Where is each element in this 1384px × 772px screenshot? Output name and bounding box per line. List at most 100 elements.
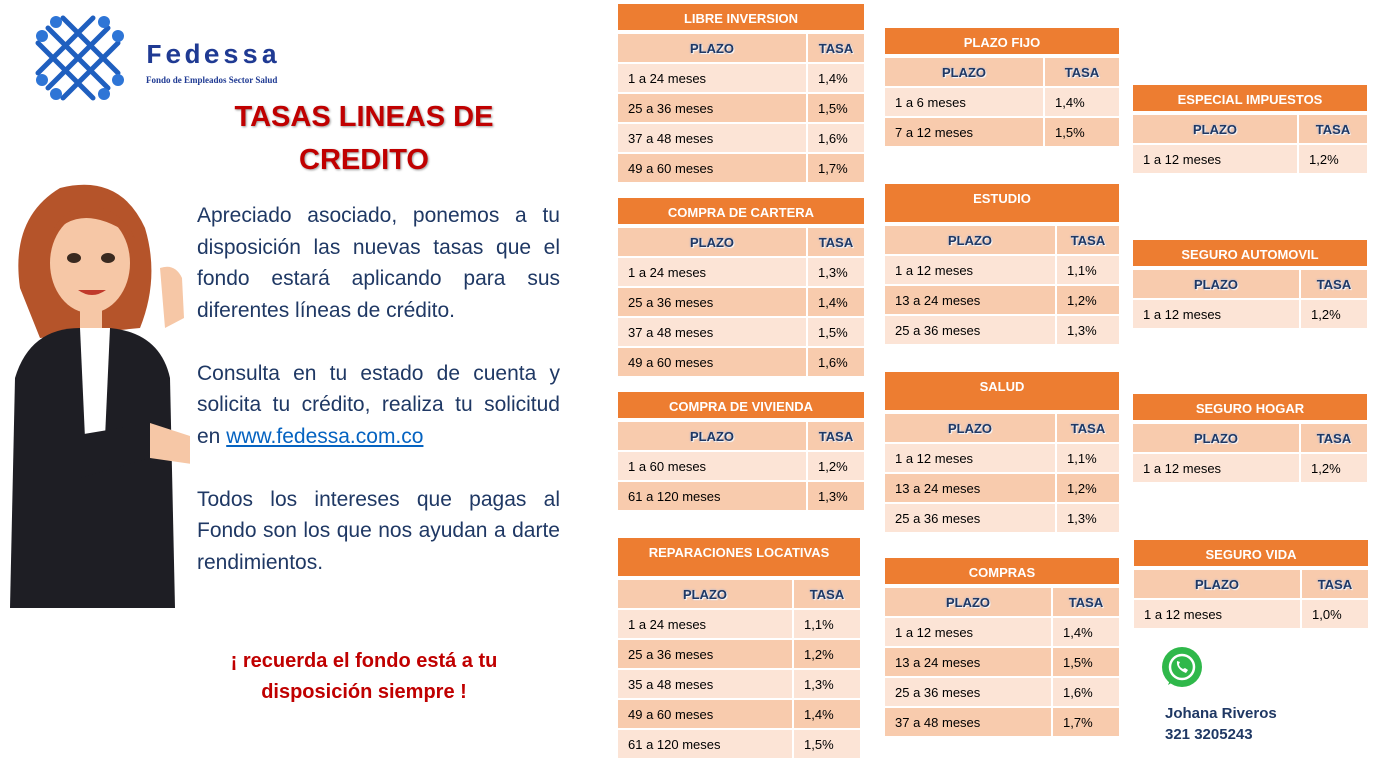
- paragraph-text: Apreciado asociado, ponemos a tu disposi…: [197, 204, 560, 322]
- column-header: PLAZO: [618, 580, 792, 608]
- table-cell: 25 a 36 meses: [618, 94, 806, 122]
- table-cell: 37 a 48 meses: [885, 708, 1051, 736]
- column-header: TASA: [1301, 270, 1367, 298]
- table-cell: 1,2%: [1301, 300, 1367, 328]
- table-cell: 1 a 24 meses: [618, 64, 806, 92]
- whatsapp-icon: [1162, 647, 1202, 687]
- table-cell: 1,6%: [808, 348, 864, 376]
- table-cell: 61 a 120 meses: [618, 730, 792, 758]
- column-header: TASA: [1053, 588, 1119, 616]
- column-header: TASA: [1302, 570, 1368, 598]
- table-title: SEGURO VIDA: [1134, 540, 1368, 566]
- table-cell: 1 a 12 meses: [1134, 600, 1300, 628]
- column-header: TASA: [1299, 115, 1367, 143]
- table-title: SEGURO HOGAR: [1133, 394, 1367, 420]
- table-cell: 1,5%: [794, 730, 860, 758]
- paragraph: Apreciado asociado, ponemos a tu disposi…: [197, 200, 560, 326]
- table-cell: 25 a 36 meses: [885, 678, 1051, 706]
- table-cell: 37 a 48 meses: [618, 124, 806, 152]
- paragraph-text: Consulta en tu estado de cuenta y solici…: [197, 361, 560, 448]
- logo-tagline: Fondo de Empleados Sector Salud: [146, 75, 278, 85]
- table-cell: 1,3%: [1057, 316, 1119, 344]
- column-header: PLAZO: [1133, 270, 1299, 298]
- table-cell: 1 a 12 meses: [885, 256, 1055, 284]
- table-cell: 1,2%: [1299, 145, 1367, 173]
- column-header: TASA: [1045, 58, 1119, 86]
- table-cell: 1,4%: [1053, 618, 1119, 646]
- table-cell: 25 a 36 meses: [618, 640, 792, 668]
- table-cell: 1,1%: [1057, 444, 1119, 472]
- link[interactable]: www.fedessa.com.co: [226, 424, 424, 448]
- table-cell: 1 a 24 meses: [618, 258, 806, 286]
- logo-name: Fedessa: [146, 42, 281, 72]
- table-title: LIBRE INVERSION: [618, 4, 864, 30]
- table-cell: 37 a 48 meses: [618, 318, 806, 346]
- column-header: PLAZO: [1133, 424, 1299, 452]
- column-header: TASA: [808, 228, 864, 256]
- table-title: PLAZO FIJO: [885, 28, 1119, 54]
- column-header: PLAZO: [618, 228, 806, 256]
- table-cell: 25 a 36 meses: [885, 316, 1055, 344]
- contact-name: Johana Riveros: [1165, 705, 1277, 722]
- column-header: TASA: [1057, 414, 1119, 442]
- table-cell: 1,1%: [1057, 256, 1119, 284]
- table-title: COMPRA DE CARTERA: [618, 198, 864, 224]
- table-title: SALUD: [885, 372, 1119, 410]
- column-header: PLAZO: [618, 34, 806, 62]
- column-header: TASA: [808, 34, 864, 62]
- table-cell: 7 a 12 meses: [885, 118, 1043, 146]
- table-cell: 1 a 12 meses: [1133, 300, 1299, 328]
- paragraph: Todos los intereses que pagas al Fondo s…: [197, 484, 560, 579]
- table-cell: 13 a 24 meses: [885, 648, 1051, 676]
- table-cell: 1,2%: [1057, 286, 1119, 314]
- paragraph: Consulta en tu estado de cuenta y solici…: [197, 358, 560, 453]
- column-header: PLAZO: [1133, 115, 1297, 143]
- table-cell: 1,3%: [1057, 504, 1119, 532]
- table-cell: 1,2%: [1301, 454, 1367, 482]
- table-cell: 1 a 24 meses: [618, 610, 792, 638]
- table-cell: 1 a 12 meses: [885, 618, 1051, 646]
- column-header: PLAZO: [885, 414, 1055, 442]
- table-title: ESPECIAL IMPUESTOS: [1133, 85, 1367, 111]
- table-cell: 1,4%: [808, 288, 864, 316]
- table-title: COMPRA DE VIVIENDA: [618, 392, 864, 418]
- body-text: Apreciado asociado, ponemos a tu disposi…: [197, 200, 560, 610]
- table-title: REPARACIONES LOCATIVAS: [618, 538, 860, 576]
- table-title: SEGURO AUTOMOVIL: [1133, 240, 1367, 266]
- table-cell: 1 a 12 meses: [1133, 145, 1297, 173]
- table-title: COMPRAS: [885, 558, 1119, 584]
- title: TASAS LINEAS DE CREDITO: [234, 101, 494, 176]
- table-cell: 1,5%: [808, 318, 864, 346]
- reminder: ¡ recuerda el fondo está a tu disposició…: [230, 650, 498, 703]
- column-header: PLAZO: [885, 226, 1055, 254]
- table-cell: 1,0%: [1302, 600, 1368, 628]
- column-header: TASA: [794, 580, 860, 608]
- table-title: ESTUDIO: [885, 184, 1119, 222]
- table-cell: 1,4%: [1045, 88, 1119, 116]
- table-cell: 1 a 6 meses: [885, 88, 1043, 116]
- column-header: TASA: [1057, 226, 1119, 254]
- table-cell: 1 a 12 meses: [885, 444, 1055, 472]
- table-cell: 1,6%: [808, 124, 864, 152]
- table-cell: 25 a 36 meses: [885, 504, 1055, 532]
- table-cell: 61 a 120 meses: [618, 482, 806, 510]
- column-header: TASA: [808, 422, 864, 450]
- table-cell: 35 a 48 meses: [618, 670, 792, 698]
- table-cell: 13 a 24 meses: [885, 474, 1055, 502]
- column-header: PLAZO: [1134, 570, 1300, 598]
- table-cell: 1,1%: [794, 610, 860, 638]
- table-cell: 1,3%: [808, 482, 864, 510]
- table-cell: 1 a 60 meses: [618, 452, 806, 480]
- table-cell: 1,7%: [1053, 708, 1119, 736]
- paragraph-text: Todos los intereses que pagas al Fondo s…: [197, 487, 560, 574]
- table-cell: 1,6%: [1053, 678, 1119, 706]
- table-cell: 1 a 12 meses: [1133, 454, 1299, 482]
- table-cell: 49 a 60 meses: [618, 154, 806, 182]
- table-cell: 1,2%: [808, 452, 864, 480]
- column-header: PLAZO: [885, 588, 1051, 616]
- column-header: TASA: [1301, 424, 1367, 452]
- table-cell: 25 a 36 meses: [618, 288, 806, 316]
- table-cell: 1,3%: [794, 670, 860, 698]
- table-cell: 1,5%: [808, 94, 864, 122]
